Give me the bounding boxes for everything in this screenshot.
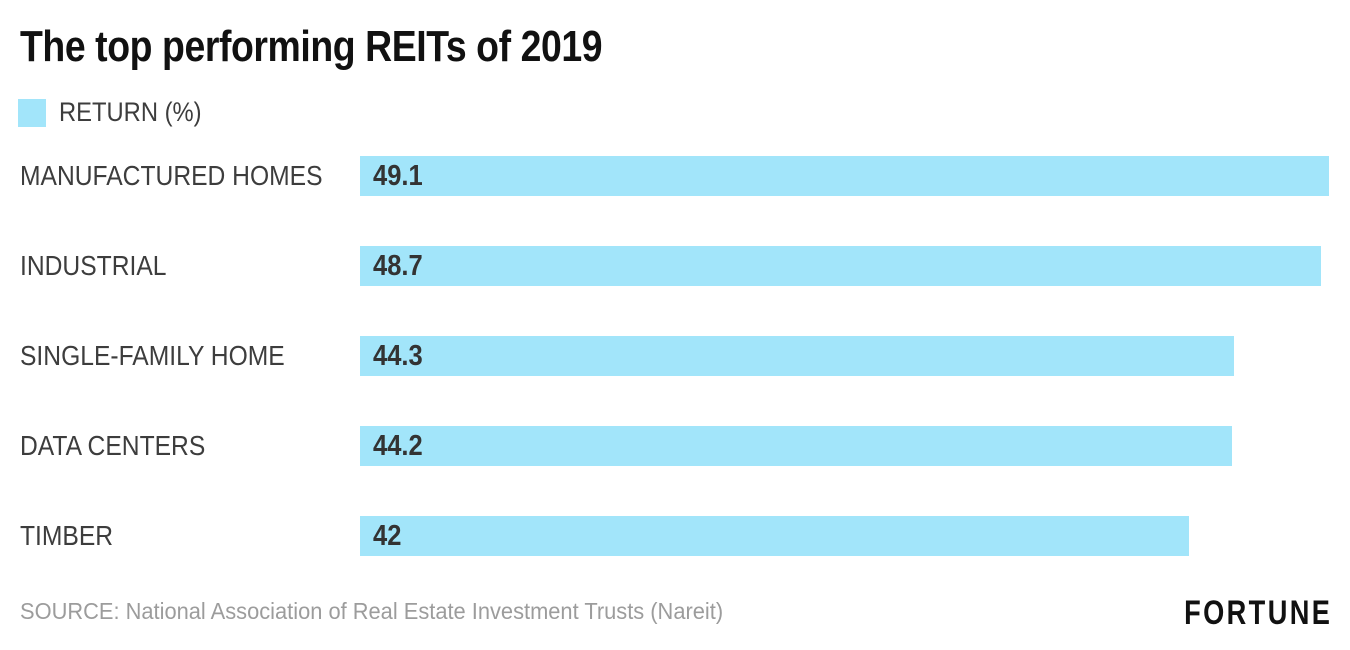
bar-row: TIMBER 42 (0, 516, 1350, 556)
bar-value-label: 48.7 (373, 249, 423, 282)
category-label: DATA CENTERS (20, 430, 206, 461)
category-label: SINGLE-FAMILY HOME (20, 340, 285, 371)
bar: 42 (360, 516, 1189, 556)
bar-track: 48.7 (360, 246, 1329, 286)
bar-row: MANUFACTURED HOMES 49.1 (0, 156, 1350, 196)
legend-label: RETURN (%) (59, 97, 202, 127)
bar: 48.7 (360, 246, 1322, 286)
bar-track: 44.3 (360, 336, 1329, 376)
bar-track: 49.1 (360, 156, 1329, 196)
bar-value-label: 42 (373, 519, 402, 552)
bar-row: DATA CENTERS 44.2 (0, 426, 1350, 466)
category-label: INDUSTRIAL (20, 250, 167, 281)
category-label: TIMBER (20, 520, 114, 551)
bar-chart: MANUFACTURED HOMES 49.1 INDUSTRIAL 48.7 … (0, 156, 1350, 606)
bar-value-label: 49.1 (373, 159, 423, 192)
category-label: MANUFACTURED HOMES (20, 160, 323, 191)
fortune-logo: FORTUNE (1183, 594, 1332, 632)
bar-track: 44.2 (360, 426, 1329, 466)
bar: 44.3 (360, 336, 1235, 376)
bar-row: INDUSTRIAL 48.7 (0, 246, 1350, 286)
bar-track: 42 (360, 516, 1329, 556)
chart-title: The top performing REITs of 2019 (20, 22, 603, 71)
bar-value-label: 44.3 (373, 339, 423, 372)
legend-swatch (18, 98, 46, 127)
source-note: SOURCE: National Association of Real Est… (20, 598, 724, 624)
bar-row: SINGLE-FAMILY HOME 44.3 (0, 336, 1350, 376)
legend: RETURN (%) (18, 97, 221, 128)
bar-value-label: 44.2 (373, 429, 423, 462)
bar: 49.1 (360, 156, 1329, 196)
bar: 44.2 (360, 426, 1233, 466)
